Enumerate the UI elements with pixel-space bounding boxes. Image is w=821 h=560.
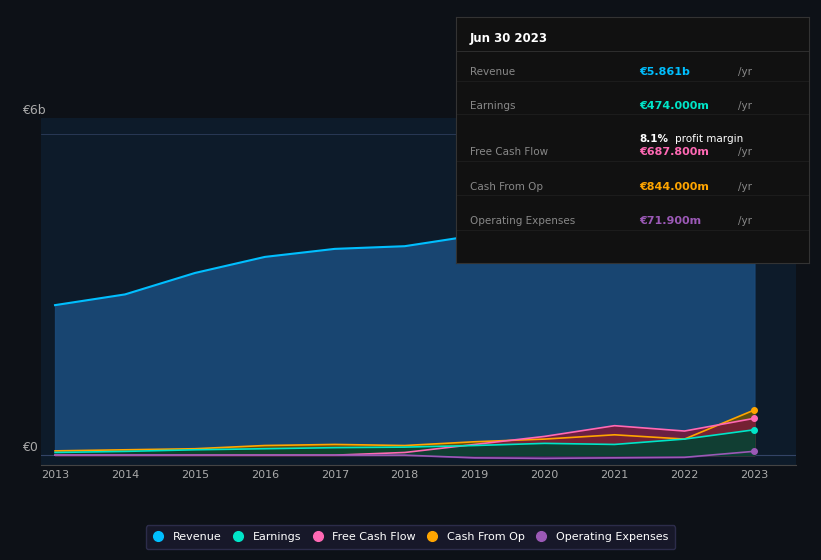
Text: /yr: /yr <box>738 147 752 157</box>
Text: €0: €0 <box>22 441 38 454</box>
Text: Cash From Op: Cash From Op <box>470 182 543 192</box>
Text: Operating Expenses: Operating Expenses <box>470 216 575 226</box>
Text: profit margin: profit margin <box>675 134 743 144</box>
Text: €71.900m: €71.900m <box>640 216 701 226</box>
Text: /yr: /yr <box>738 67 752 77</box>
Text: 8.1%: 8.1% <box>640 134 668 144</box>
Text: Revenue: Revenue <box>470 67 515 77</box>
Text: /yr: /yr <box>738 182 752 192</box>
Text: Free Cash Flow: Free Cash Flow <box>470 147 548 157</box>
Text: /yr: /yr <box>738 216 752 226</box>
Text: €474.000m: €474.000m <box>640 101 709 110</box>
Text: €844.000m: €844.000m <box>640 182 709 192</box>
Text: /yr: /yr <box>738 101 752 110</box>
Text: Jun 30 2023: Jun 30 2023 <box>470 31 548 45</box>
Text: €6b: €6b <box>22 104 46 116</box>
Text: Earnings: Earnings <box>470 101 516 110</box>
Legend: Revenue, Earnings, Free Cash Flow, Cash From Op, Operating Expenses: Revenue, Earnings, Free Cash Flow, Cash … <box>146 525 675 549</box>
Text: €5.861b: €5.861b <box>640 67 690 77</box>
Text: €687.800m: €687.800m <box>640 147 709 157</box>
